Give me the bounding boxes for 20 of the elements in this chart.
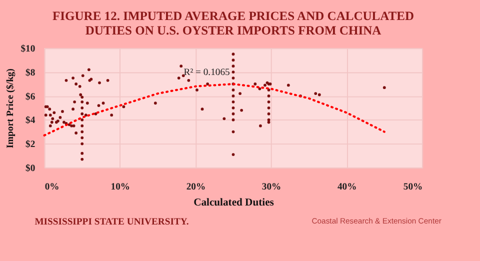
x-tick-label: 10%	[110, 181, 130, 192]
y-tick-label: $0	[26, 163, 36, 174]
text: MISSISSIPPI STATE UNIVERSITY.	[34, 216, 189, 228]
x-tick-label: 50%	[403, 181, 423, 192]
x-tick-label: 0%	[44, 181, 60, 192]
y-tick-label: $8	[26, 67, 36, 78]
y-tick-label: $2	[26, 139, 36, 150]
annotation: R² = 0.1065	[184, 66, 230, 78]
text: DUTIES ON U.S. OYSTER IMPORTS FROM CHINA	[85, 24, 382, 38]
y-tick-label: $4	[26, 115, 36, 126]
y-tick-label: $6	[26, 91, 36, 102]
x-axis-title: Calculated Duties	[194, 198, 274, 209]
x-tick-label: 30%	[262, 181, 282, 192]
line-series	[43, 82, 386, 136]
y-axis-title: Import Price ($/kg)	[5, 68, 16, 148]
text: Coastal Research & Extension Center	[312, 216, 442, 226]
text: FIGURE 12. IMPUTED AVERAGE PRICES AND CALCULATED	[52, 9, 414, 24]
x-tick-label: 40%	[337, 181, 357, 192]
y-tick-label: $10	[20, 44, 36, 55]
x-tick-label: 20%	[186, 181, 206, 192]
